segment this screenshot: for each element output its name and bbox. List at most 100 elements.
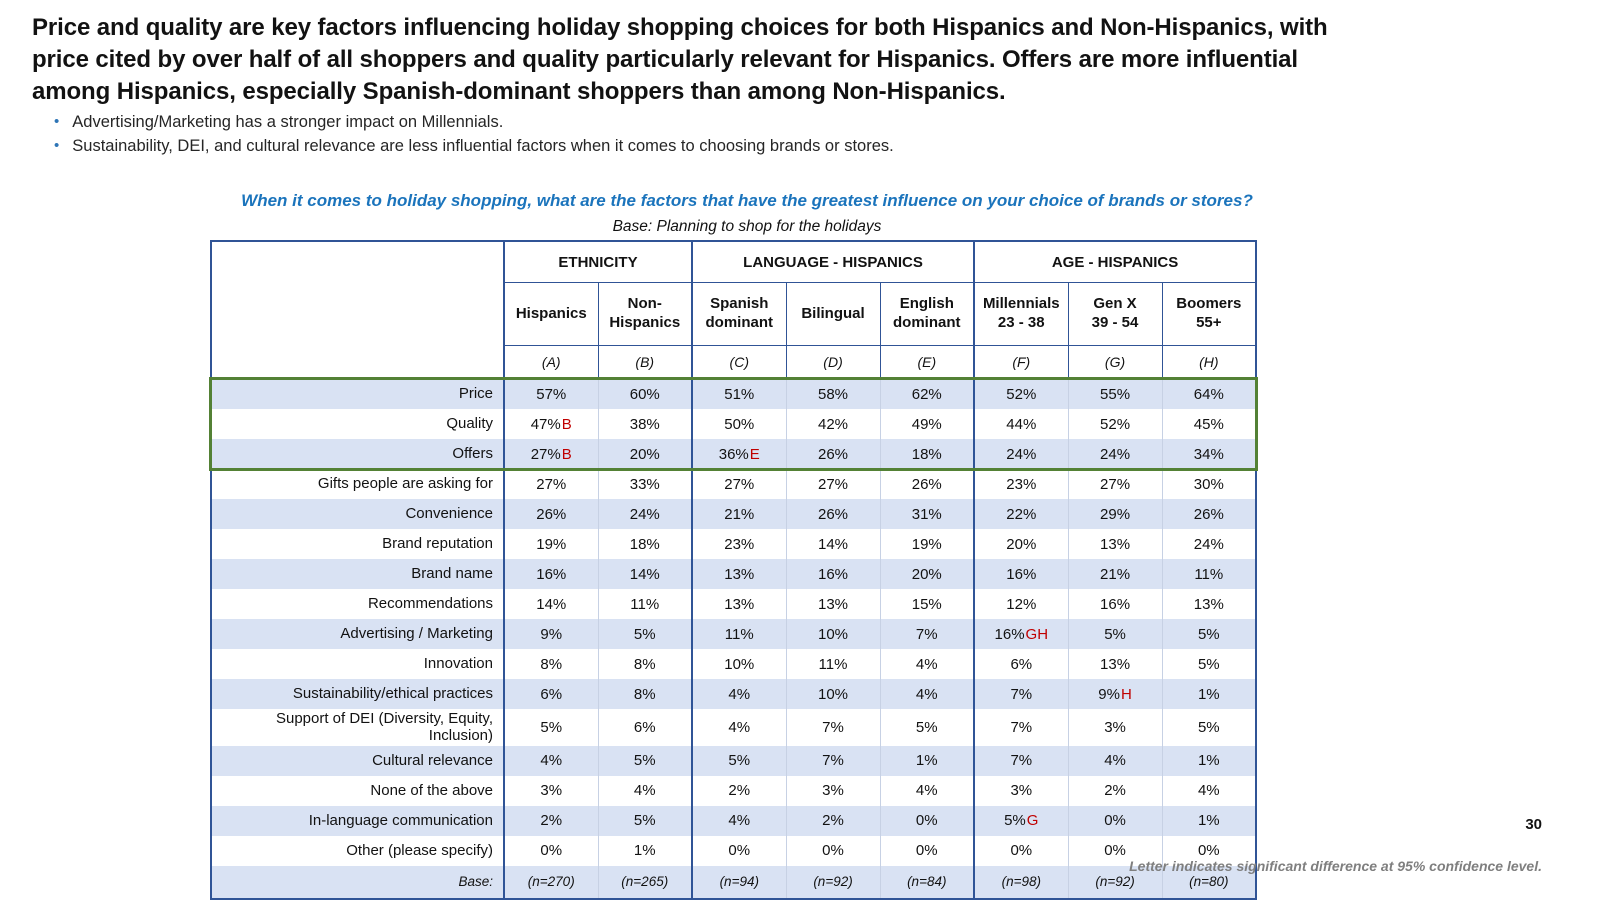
cell-value: 6% bbox=[1010, 655, 1033, 673]
cell-value: 44% bbox=[1006, 415, 1037, 433]
cell-value: 26% bbox=[818, 505, 849, 523]
row-label: None of the above bbox=[370, 781, 493, 799]
value-cell: 64% bbox=[1161, 378, 1257, 409]
value-cell: 0% bbox=[879, 805, 975, 836]
bullet-text: Advertising/Marketing has a stronger imp… bbox=[72, 113, 504, 131]
cell-value: 26% bbox=[818, 445, 849, 463]
bullet-icon: • bbox=[54, 113, 60, 130]
value-cell: 27%B bbox=[503, 439, 598, 469]
value-cell: 7% bbox=[973, 745, 1069, 776]
value-cell: 6% bbox=[597, 709, 693, 746]
value-cell: (n=270) bbox=[503, 865, 598, 899]
value-cell: (n=94) bbox=[691, 865, 787, 899]
cell-value: (n=265) bbox=[621, 874, 669, 889]
row-label: In-language communication bbox=[211, 805, 504, 836]
cell-value: 23% bbox=[724, 535, 755, 553]
cell-value: 27% bbox=[818, 475, 849, 493]
value-cell: 0% bbox=[1067, 835, 1163, 866]
value-cell: 47%B bbox=[503, 409, 598, 439]
value-cell: 5%G bbox=[973, 805, 1069, 836]
value-cell: 0% bbox=[503, 835, 598, 866]
value-cell: 18% bbox=[879, 439, 975, 469]
value-cell: 3% bbox=[785, 775, 881, 806]
cell-value: 58% bbox=[818, 385, 849, 403]
value-cell: 62% bbox=[879, 378, 975, 409]
value-cell: 60% bbox=[597, 378, 693, 409]
value-cell: (n=80) bbox=[1161, 865, 1257, 899]
cell-value: 3% bbox=[1010, 782, 1033, 799]
cell-value: 30% bbox=[1193, 475, 1224, 493]
value-cell: 7% bbox=[785, 709, 881, 746]
column-letter-g: (G) bbox=[1067, 345, 1163, 379]
value-cell: 6% bbox=[973, 649, 1069, 679]
table-row: Convenience 26% 24% 21% 26% 31% 22% 29% 26% bbox=[211, 499, 1257, 529]
cell-value: 27% bbox=[530, 445, 561, 463]
value-cell: 36%E bbox=[691, 439, 787, 469]
value-cell: 5% bbox=[1067, 619, 1163, 649]
results-table: ETHNICITY LANGUAGE - HISPANICS AGE - HISPA… bbox=[210, 240, 1258, 900]
value-cell: 26% bbox=[785, 439, 881, 469]
column-letter-h: (H) bbox=[1161, 345, 1257, 379]
cell-value: 64% bbox=[1193, 385, 1224, 403]
table-row: Price 57% 60% 51% 58% 62% 52% 55% 64% bbox=[211, 378, 1257, 409]
cell-value: 14% bbox=[629, 565, 660, 583]
cell-value: 13% bbox=[818, 595, 849, 613]
significance-footnote: Letter indicates significant difference … bbox=[1129, 858, 1542, 874]
cell-value: 10% bbox=[818, 685, 849, 703]
value-cell: 15% bbox=[879, 589, 975, 619]
bullet-list: • Advertising/Marketing has a stronger im… bbox=[54, 112, 1304, 160]
value-cell: 4% bbox=[1161, 775, 1257, 806]
value-cell: 1% bbox=[1161, 805, 1257, 836]
cell-value: 16% bbox=[1100, 595, 1131, 613]
value-cell: 31% bbox=[879, 499, 975, 529]
value-cell: 2% bbox=[785, 805, 881, 836]
cell-value: 6% bbox=[633, 718, 656, 736]
value-cell: 13% bbox=[691, 559, 787, 589]
value-cell: (n=265) bbox=[597, 865, 693, 899]
row-label: Innovation bbox=[423, 655, 493, 673]
value-cell: 24% bbox=[597, 499, 693, 529]
row-label: Recommendations bbox=[367, 595, 493, 613]
value-cell: 14% bbox=[785, 529, 881, 559]
cell-value: 8% bbox=[633, 685, 656, 703]
value-cell: (n=84) bbox=[879, 865, 975, 899]
value-cell: 29% bbox=[1067, 499, 1163, 529]
cell-value: 0% bbox=[915, 842, 938, 859]
value-cell: 57% bbox=[503, 378, 598, 409]
row-label: Advertising / Marketing bbox=[211, 619, 504, 649]
cell-value: 26% bbox=[1193, 505, 1224, 523]
value-cell: 0% bbox=[973, 835, 1069, 866]
cell-value: 22% bbox=[1006, 505, 1037, 523]
value-cell: 44% bbox=[973, 409, 1069, 439]
value-cell: 2% bbox=[503, 805, 598, 836]
cell-value: 11% bbox=[630, 595, 660, 613]
column-letter-f: (F) bbox=[973, 345, 1069, 379]
cell-value: (n=92) bbox=[1095, 874, 1135, 889]
cell-value: 13% bbox=[1193, 595, 1224, 613]
cell-value: 1% bbox=[1197, 812, 1220, 829]
cell-value: 19% bbox=[536, 535, 567, 553]
value-cell: 20% bbox=[597, 439, 693, 469]
value-cell: 34% bbox=[1161, 439, 1257, 469]
value-cell: 21% bbox=[691, 499, 787, 529]
cell-value: 24% bbox=[629, 505, 660, 523]
cell-value: 18% bbox=[629, 535, 660, 553]
cell-value: 20% bbox=[629, 445, 660, 463]
cell-value: 7% bbox=[822, 718, 844, 736]
cell-value: 29% bbox=[1100, 505, 1131, 523]
value-cell: 23% bbox=[973, 469, 1069, 499]
cell-value: 4% bbox=[915, 782, 938, 799]
value-cell: 4% bbox=[691, 709, 787, 746]
cell-value: 8% bbox=[633, 655, 656, 673]
value-cell: 27% bbox=[785, 469, 881, 499]
cell-value: 5% bbox=[1197, 718, 1220, 736]
row-label: Base: bbox=[211, 865, 504, 899]
cell-value: 6% bbox=[540, 685, 563, 703]
cell-value: 0% bbox=[1010, 842, 1033, 859]
value-cell: 9%H bbox=[1067, 679, 1163, 709]
base-row: Base: (n=270) (n=265) (n=94) (n=92) (n=84) (n=… bbox=[211, 865, 1257, 899]
cell-value: 0% bbox=[1104, 812, 1126, 829]
cell-value: 3% bbox=[1104, 718, 1126, 736]
column-header-d: Bilingual bbox=[785, 282, 881, 346]
cell-value: 5% bbox=[915, 718, 938, 736]
